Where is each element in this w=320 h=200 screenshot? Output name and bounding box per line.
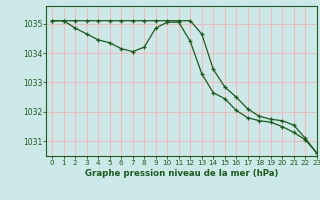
X-axis label: Graphe pression niveau de la mer (hPa): Graphe pression niveau de la mer (hPa) <box>85 169 278 178</box>
